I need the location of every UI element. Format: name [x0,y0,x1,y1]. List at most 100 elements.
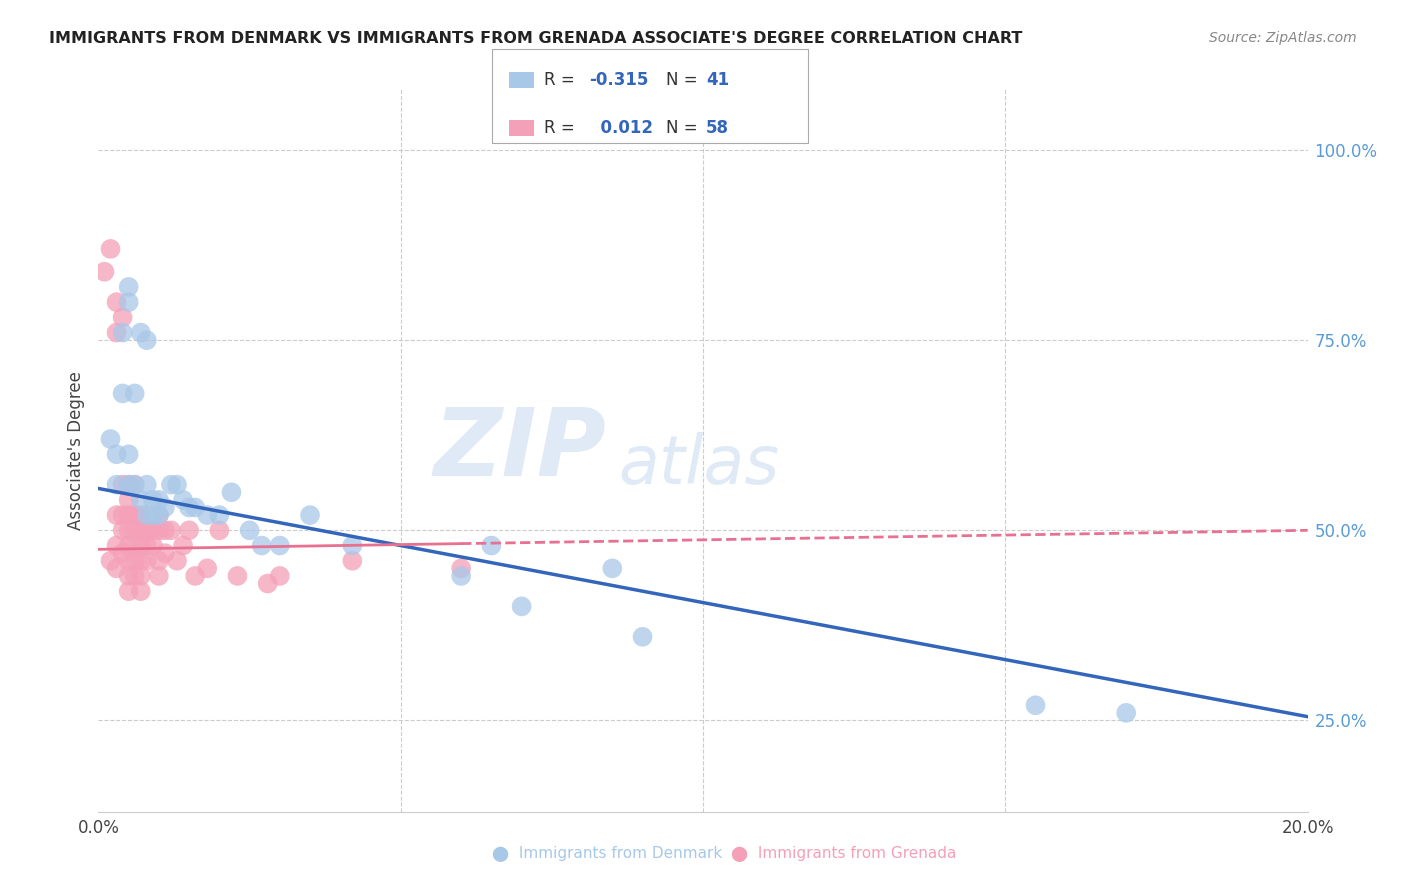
Point [148,508,170,522]
Point [118,492,141,507]
Point [124,539,146,553]
Point [239,524,262,538]
Point [93,265,115,279]
Point [153,500,176,515]
Text: -0.315: -0.315 [589,71,648,89]
Point [105,295,128,310]
Text: ZIP: ZIP [433,404,606,497]
Point [148,524,170,538]
Point [118,508,141,522]
Point [1115,706,1137,720]
Point [148,569,170,583]
Point [221,485,243,500]
Point [450,569,472,583]
Point [208,508,231,522]
Point [111,524,134,538]
Point [118,477,141,491]
Point [129,326,152,340]
Point [269,569,291,583]
Point [135,524,157,538]
Point [299,508,322,522]
Text: atlas: atlas [619,432,779,498]
Point [118,539,141,553]
Point [118,554,141,568]
Point [111,546,134,560]
Text: ⬤  Immigrants from Denmark: ⬤ Immigrants from Denmark [492,847,723,862]
Point [135,477,157,491]
Point [148,508,170,522]
Point [184,500,207,515]
Point [105,561,128,575]
Point [111,310,134,325]
Point [166,554,188,568]
Point [450,561,472,575]
Point [100,554,122,568]
Point [129,539,152,553]
Point [124,524,146,538]
Point [269,539,291,553]
Point [510,599,533,614]
Point [256,576,278,591]
Text: N =: N = [666,71,703,89]
Point [111,508,134,522]
Point [602,561,624,575]
Point [160,477,183,491]
Point [124,477,146,491]
Point [118,584,141,599]
Point [105,477,128,491]
Point [142,508,165,522]
Point [160,524,183,538]
Point [342,554,364,568]
Point [142,492,165,507]
Point [124,569,146,583]
Point [135,333,157,347]
Point [124,386,146,401]
Point [129,554,152,568]
Text: 58: 58 [706,119,728,136]
Point [111,386,134,401]
Point [172,539,194,553]
Point [166,477,188,491]
Text: N =: N = [666,119,703,136]
Point [179,500,201,515]
Point [208,524,231,538]
Text: 41: 41 [706,71,728,89]
Point [179,524,201,538]
Point [118,447,141,461]
Point [135,554,157,568]
Point [100,242,122,256]
Point [118,569,141,583]
Point [129,508,152,522]
Point [195,508,218,522]
Point [148,492,170,507]
Point [100,432,122,446]
Point [153,524,176,538]
Point [481,539,503,553]
Y-axis label: Associate's Degree: Associate's Degree [66,371,84,530]
Point [631,630,654,644]
Point [105,539,128,553]
Point [129,569,152,583]
Point [1024,698,1046,713]
Point [142,524,165,538]
Point [153,546,176,560]
Point [129,584,152,599]
Point [142,508,165,522]
Point [124,508,146,522]
Point [111,477,134,491]
Point [184,569,207,583]
Text: 0.012: 0.012 [589,119,654,136]
Point [105,447,128,461]
Point [135,539,157,553]
Point [124,477,146,491]
Text: R =: R = [544,71,581,89]
Point [226,569,249,583]
Point [111,326,134,340]
Point [118,280,141,294]
Point [129,492,152,507]
Point [148,554,170,568]
Point [135,508,157,522]
Text: ⬤  Immigrants from Grenada: ⬤ Immigrants from Grenada [731,847,956,862]
Point [342,539,364,553]
Text: Source: ZipAtlas.com: Source: ZipAtlas.com [1209,31,1357,45]
